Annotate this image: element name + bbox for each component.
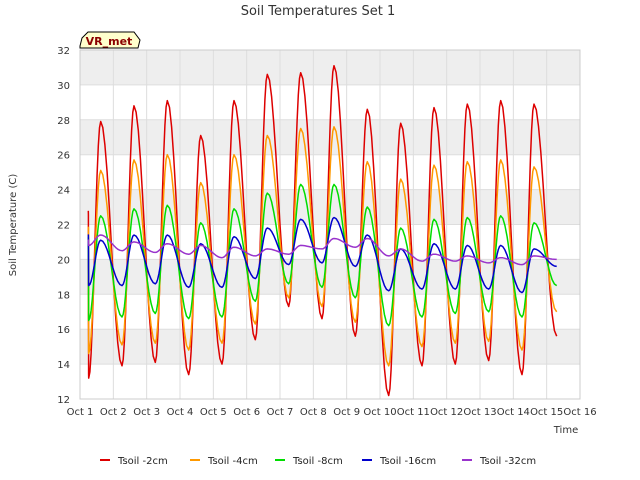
plot-band <box>80 50 580 85</box>
series-line-3 <box>87 183 558 327</box>
chart-title: Soil Temperatures Set 1 <box>241 4 396 19</box>
x-tick-label: Oct 4 <box>167 407 194 418</box>
plot-band <box>80 364 580 399</box>
series-line-4 <box>87 216 557 294</box>
y-tick-label: 20 <box>57 255 70 266</box>
legend-label: Tsoil -2cm <box>117 456 168 467</box>
legend-item: Tsoil -8cm <box>275 456 343 467</box>
x-tick-label: Oct 2 <box>100 407 127 418</box>
y-tick-label: 12 <box>57 395 70 406</box>
y-tick-label: 18 <box>57 290 70 301</box>
legend-item: Tsoil -32cm <box>462 456 536 467</box>
plot-band <box>80 259 580 295</box>
y-axis-label: Soil Temperature (C) <box>8 174 19 277</box>
legend-item: Tsoil -16cm <box>362 456 436 467</box>
y-tick-label: 24 <box>57 186 70 197</box>
x-tick-label: Oct 9 <box>333 407 360 418</box>
annotation-box: VR_met <box>79 31 141 49</box>
x-tick-label: Oct 5 <box>200 407 227 418</box>
legend-item: Tsoil -4cm <box>190 456 258 467</box>
x-tick-label: Oct 7 <box>267 407 294 418</box>
series-line-1 <box>87 64 558 397</box>
y-tick-label: 30 <box>57 81 70 92</box>
annotation-label: VR_met <box>86 35 133 48</box>
x-tick-label: Oct 3 <box>133 407 160 418</box>
legend-item: Tsoil -2cm <box>100 456 168 467</box>
y-tick-label: 14 <box>57 360 70 371</box>
x-tick-label: Oct 8 <box>300 407 327 418</box>
y-tick-label: 32 <box>57 46 70 57</box>
x-tick-label: Oct 13 <box>463 407 496 418</box>
x-tick-label: Oct 12 <box>430 407 463 418</box>
x-tick-label: Oct 11 <box>397 407 430 418</box>
plot-band <box>80 329 580 365</box>
x-tick-label: Oct 1 <box>67 407 94 418</box>
y-tick-label: 22 <box>57 221 70 232</box>
legend-label: Tsoil -32cm <box>479 456 536 467</box>
x-tick-label: Oct 14 <box>497 407 530 418</box>
plot-band <box>80 294 580 330</box>
series-line-2 <box>87 126 558 367</box>
x-ticks: Oct 1 Oct 2 Oct 3 Oct 4 Oct 5 Oct 6 Oct 7 Oct 8… <box>67 407 597 418</box>
legend: Tsoil -2cm Tsoil -4cm Tsoil -8cm Tsoil -16c… <box>100 456 536 467</box>
legend-label: Tsoil -16cm <box>379 456 436 467</box>
y-tick-label: 26 <box>57 151 70 162</box>
legend-label: Tsoil -4cm <box>207 456 258 467</box>
series-layer <box>87 64 558 397</box>
legend-label: Tsoil -8cm <box>292 456 343 467</box>
series-line-5 <box>87 234 557 266</box>
x-tick-label: Oct 16 <box>563 407 596 418</box>
annotation-shape <box>79 31 141 49</box>
y-ticks: 12 14 16 18 20 22 24 26 28 30 32 <box>57 46 70 406</box>
x-tick-label: Oct 6 <box>233 407 260 418</box>
x-tick-label: Oct 15 <box>530 407 563 418</box>
plot-frame <box>79 49 581 400</box>
x-tick-label: Oct 10 <box>363 407 396 418</box>
y-tick-label: 28 <box>57 116 70 127</box>
y-tick-label: 16 <box>57 325 70 336</box>
x-axis-label: Time <box>553 425 578 436</box>
